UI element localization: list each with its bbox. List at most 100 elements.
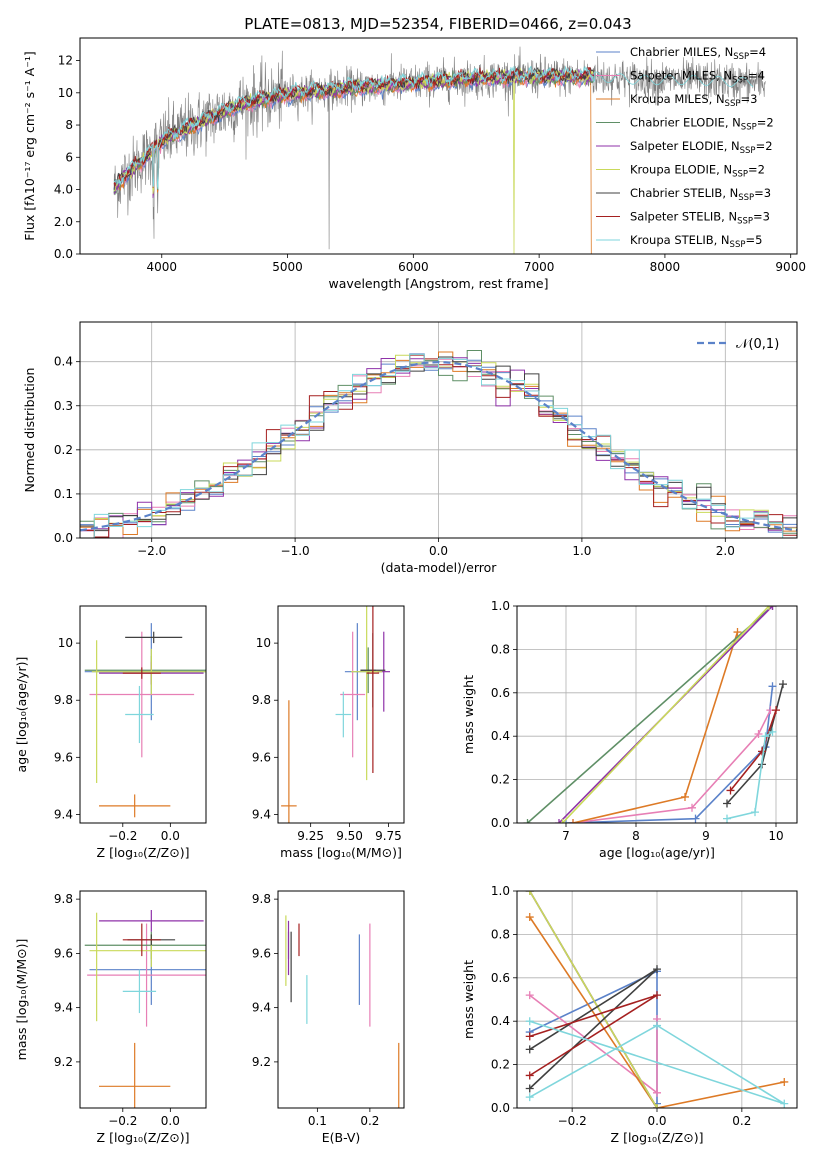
y-tick-label: 9.4 [54,807,73,821]
legend-sub: SSP [741,123,757,133]
errorbar-point-7 [366,606,380,774]
mass-weight-line-2 [572,631,739,823]
axes-frame [79,890,207,1109]
plot-area-age_vs_mass [281,606,390,823]
x-tick-label: 2.0 [716,544,735,558]
x-tick-label: 0.0 [429,544,448,558]
plus-marker [765,606,773,610]
legend-tail: =4 [749,45,766,59]
errorbar-point-8 [335,691,352,738]
plot-area-mass_vs_ebv [285,915,400,1108]
plus-marker [723,814,731,823]
plus-marker [525,1045,534,1054]
legend-entry-2: Kroupa MILES, NSSP=3 [630,92,757,109]
y-tick-label: 0.0 [54,247,73,261]
x-tick-label: 8000 [650,260,681,274]
x-axis-label: (data-model)/error [381,560,498,575]
plus-marker [523,819,532,823]
y-tick-label: 9.4 [54,1001,73,1015]
mass-weight-line-1 [572,709,772,823]
legend-entry-5: Kroupa ELODIE, NSSP=2 [630,163,765,180]
spectrum-model-line-2 [113,69,595,254]
legend-entry-7: Salpeter STELIB, NSSP=3 [630,210,770,227]
plus-marker [525,1071,534,1080]
x-axis-label: mass [log₁₀(M/M⊙)] [280,845,402,860]
panel-massweight_vs_Z: −0.2 0.0 0.2 0.0 0.2 0.4 0.6 0.8 1.0 Z [log₁₀(Z/Z… [461,884,798,1145]
plus-marker [780,1099,789,1108]
axes-frame [79,37,798,255]
plus-marker [525,891,534,895]
plus-marker [751,808,759,817]
y-tick-label: 6 [65,150,73,164]
errorbar-point-6 [125,631,183,644]
legend-tail: =3 [754,186,771,200]
x-tick-label: 4000 [146,260,177,274]
plus-marker [653,1104,661,1108]
plus-marker [761,732,770,741]
plus-marker [688,803,696,812]
x-tick-label: 0.2 [360,1114,379,1128]
panel-residuals: −2.0 −1.0 0.0 1.0 2.0 0.0 0.1 0.2 0.3 0.4 (data-mo… [22,321,798,575]
panel-spectrum: 4000 5000 6000 7000 8000 9000 0.0 2.0 4.0 6 8 10 12 w… [22,37,806,291]
y-tick-label: 9.6 [252,750,271,764]
x-tick-label: 9.25 [297,829,324,843]
errorbar-point-5 [351,606,383,781]
legend-sub: SSP [725,99,741,109]
plot-area-spectrum [113,46,766,254]
y-tick-label: 10 [256,636,271,650]
y-tick-label: 1.0 [491,599,510,613]
reference-legend-label: 𝒩(0,1) [736,337,779,352]
mass-weight-line-8 [726,731,773,820]
spectrum-data-line [113,46,766,250]
axes-frame [277,890,405,1109]
axes-frame [516,605,798,824]
legend-tail: =4 [748,69,765,83]
x-tick-label: 0.1 [308,1114,327,1128]
y-tick-label: 9.8 [54,693,73,707]
axes-frame [79,321,798,539]
legend-tail: =2 [748,163,765,177]
legend-name: Kroupa MILES, N [630,92,725,106]
mass-weight-line-3 [526,606,774,823]
plus-marker [768,606,777,610]
y-tick-label: 9.4 [252,807,271,821]
plus-marker [723,799,731,808]
plus-marker [758,747,766,756]
x-tick-label: 7 [562,829,570,843]
x-tick-label: 9 [702,829,710,843]
y-tick-label: 0.6 [491,971,510,985]
y-tick-label: 0.3 [54,399,73,413]
x-axis-label: Z [log₁₀(Z/Z⊙)] [97,845,190,860]
plus-marker [558,819,567,823]
legend-tail: =5 [745,233,762,247]
plot-area-age_vs_Z [84,623,206,818]
y-tick-label: 0.0 [491,816,510,830]
plus-marker [555,819,563,823]
x-tick-label: −2.0 [137,544,166,558]
legend-tail: =2 [756,139,773,153]
plus-marker [525,1017,534,1026]
x-tick-label: −1.0 [281,544,310,558]
x-tick-label: 0.0 [161,1114,180,1128]
plus-marker [653,1088,661,1097]
plus-marker [772,706,780,715]
y-tick-label: 0.0 [491,1101,510,1115]
errorbar-point-1 [340,631,366,758]
legend-sub: SSP [740,146,756,156]
x-tick-label: 9.75 [375,829,402,843]
plus-marker [779,680,787,689]
mass-weight-line-7 [729,709,777,792]
legend-sub: SSP [732,76,748,86]
plus-marker [569,819,577,823]
legend-name: Salpeter MILES, N [630,69,732,83]
y-tick-label: 10 [58,636,73,650]
panel-mass_vs_ebv: 0.1 0.2 9.2 9.4 9.6 9.8 E(B-V) [252,890,405,1145]
errorbar-point-2 [99,794,171,818]
axes-frame [277,605,405,824]
plus-marker [691,814,700,823]
plus-marker [653,965,661,974]
mass-weight-line-6 [529,968,658,1090]
y-tick-label: 12 [58,54,73,68]
x-axis-label: wavelength [Angstrom, rest frame] [328,276,548,291]
